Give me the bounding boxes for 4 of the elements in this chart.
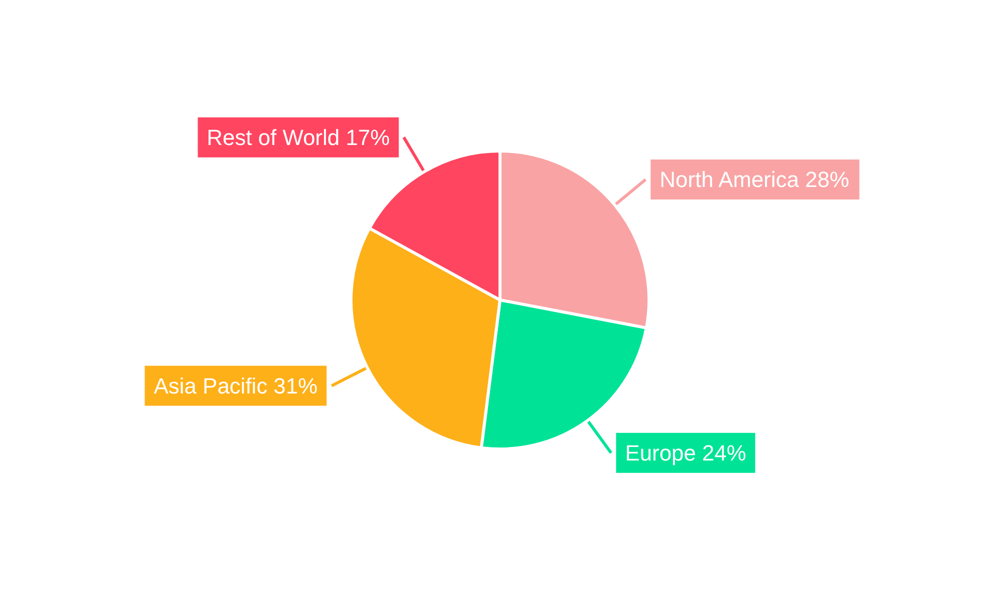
slice-label: Asia Pacific 31% — [154, 373, 318, 398]
slice-label: Europe 24% — [625, 440, 746, 466]
slice-label: Rest of World 17% — [206, 124, 390, 150]
slice-label: North America 28% — [660, 167, 850, 192]
